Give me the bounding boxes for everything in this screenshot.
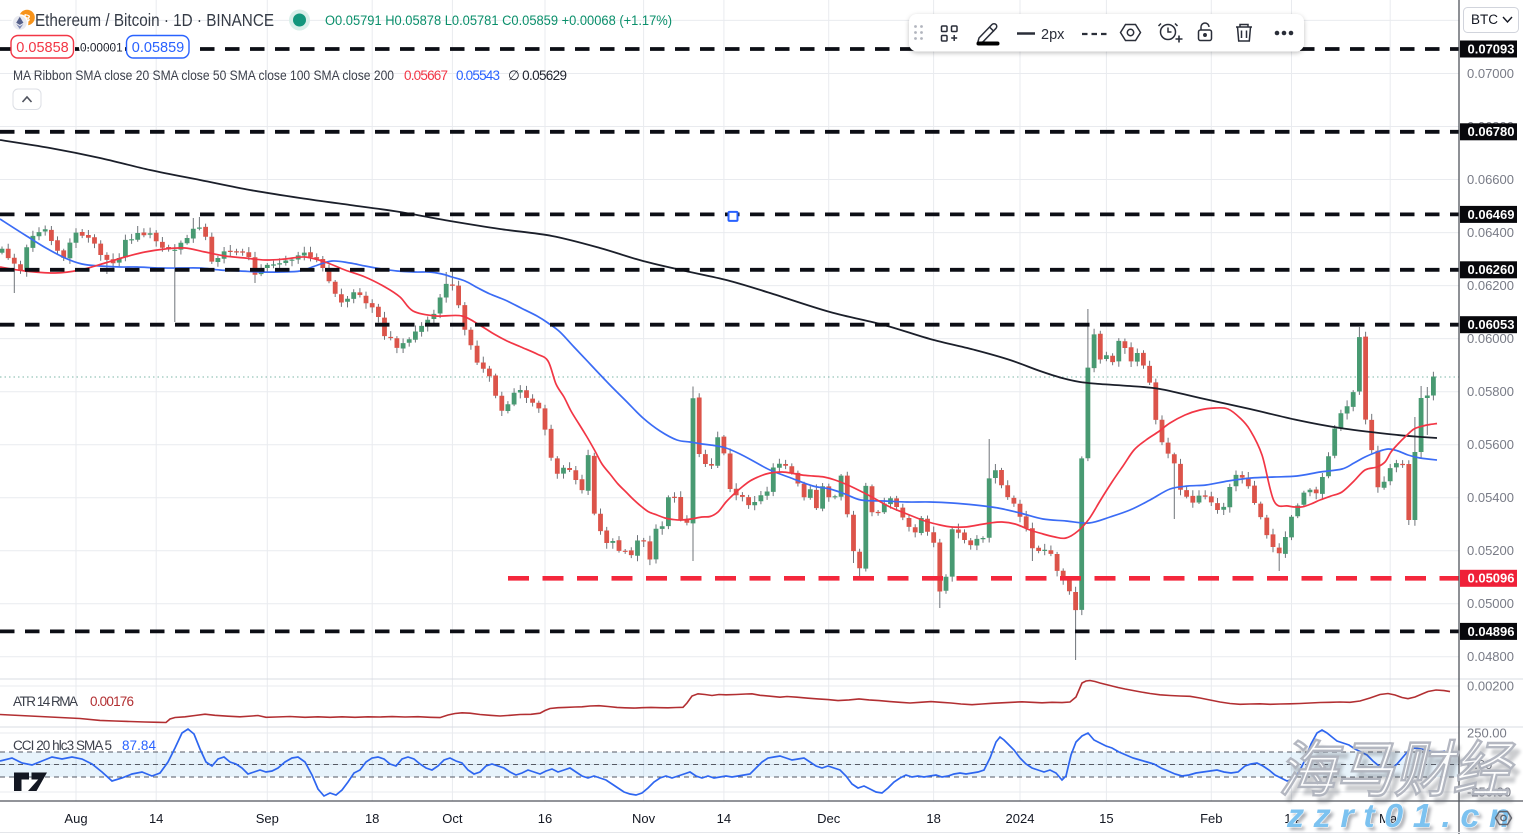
svg-text:14: 14 xyxy=(717,811,731,826)
svg-text:z z r t 0 1 . c n: z z r t 0 1 . c n xyxy=(1286,797,1510,834)
svg-text:0.05858: 0.05858 xyxy=(16,40,68,56)
svg-text:Dec: Dec xyxy=(817,811,841,826)
svg-text:Oct: Oct xyxy=(442,811,463,826)
svg-text:-250.00: -250.00 xyxy=(1467,784,1511,799)
svg-text:Mar: Mar xyxy=(1379,811,1402,826)
svg-text:0.06600: 0.06600 xyxy=(1467,172,1514,187)
svg-text:0.00176: 0.00176 xyxy=(90,694,134,709)
svg-text:250.00: 250.00 xyxy=(1467,725,1507,740)
svg-text:0.05096: 0.05096 xyxy=(1468,571,1515,586)
svg-text:87.84: 87.84 xyxy=(122,738,156,753)
svg-text:CCI 20 hlc3 SMA 5: CCI 20 hlc3 SMA 5 xyxy=(13,738,112,753)
svg-text:0.00200: 0.00200 xyxy=(1467,678,1514,693)
svg-text:MA Ribbon SMA close 20 SMA clo: MA Ribbon SMA close 20 SMA close 50 SMA … xyxy=(13,68,394,83)
svg-text:O0.05791 H0.05878 L0.05781 C0.: O0.05791 H0.05878 L0.05781 C0.05859 +0.0… xyxy=(325,13,672,28)
svg-text:0.05200: 0.05200 xyxy=(1467,543,1514,558)
svg-text:Feb: Feb xyxy=(1200,811,1222,826)
svg-text:2024: 2024 xyxy=(1006,811,1035,826)
svg-text:18: 18 xyxy=(926,811,940,826)
svg-text:0.04800: 0.04800 xyxy=(1467,649,1514,664)
svg-text:2px: 2px xyxy=(1041,27,1065,43)
svg-text:0.06469: 0.06469 xyxy=(1468,207,1515,222)
svg-text:海马财经: 海马财经 xyxy=(1278,736,1517,804)
svg-text:0.06200: 0.06200 xyxy=(1467,278,1514,293)
svg-text:BTC: BTC xyxy=(1471,12,1498,27)
svg-text:16: 16 xyxy=(538,811,552,826)
svg-text:0.05859: 0.05859 xyxy=(132,40,184,56)
svg-text:0.07000: 0.07000 xyxy=(1467,66,1514,81)
svg-text:0.06780: 0.06780 xyxy=(1468,124,1515,139)
svg-text:14: 14 xyxy=(149,811,163,826)
svg-text:0.06400: 0.06400 xyxy=(1467,225,1514,240)
svg-text:ATR 14 RMA: ATR 14 RMA xyxy=(13,694,78,709)
svg-text:0.05543: 0.05543 xyxy=(456,68,500,83)
svg-text:z z r t 0 1 . c n: z z r t 0 1 . c n xyxy=(1289,800,1513,834)
svg-text:0.05400: 0.05400 xyxy=(1467,490,1514,505)
svg-text:18: 18 xyxy=(365,811,379,826)
svg-text:Nov: Nov xyxy=(632,811,656,826)
svg-text:Aug: Aug xyxy=(64,811,87,826)
svg-text:Sep: Sep xyxy=(256,811,279,826)
svg-text:0.05600: 0.05600 xyxy=(1467,437,1514,452)
svg-text:0.06000: 0.06000 xyxy=(1467,331,1514,346)
svg-text:0.06053: 0.06053 xyxy=(1468,317,1515,332)
svg-text:0.04896: 0.04896 xyxy=(1468,624,1515,639)
svg-text:∅ 0.05629: ∅ 0.05629 xyxy=(508,68,567,83)
svg-text:0.05800: 0.05800 xyxy=(1467,384,1514,399)
svg-text:Ethereum / Bitcoin · 1D · BINA: Ethereum / Bitcoin · 1D · BINANCE xyxy=(35,10,274,30)
svg-text:海马财经: 海马财经 xyxy=(1283,743,1522,811)
svg-text:0.00001: 0.00001 xyxy=(80,41,123,55)
svg-text:15: 15 xyxy=(1099,811,1113,826)
svg-text:0.06260: 0.06260 xyxy=(1468,262,1515,277)
svg-text:0.00: 0.00 xyxy=(1467,757,1492,772)
svg-text:0.07093: 0.07093 xyxy=(1468,41,1515,56)
svg-text:0.05000: 0.05000 xyxy=(1467,596,1514,611)
svg-text:0.05667: 0.05667 xyxy=(404,68,448,83)
svg-text:14: 14 xyxy=(1284,811,1298,826)
